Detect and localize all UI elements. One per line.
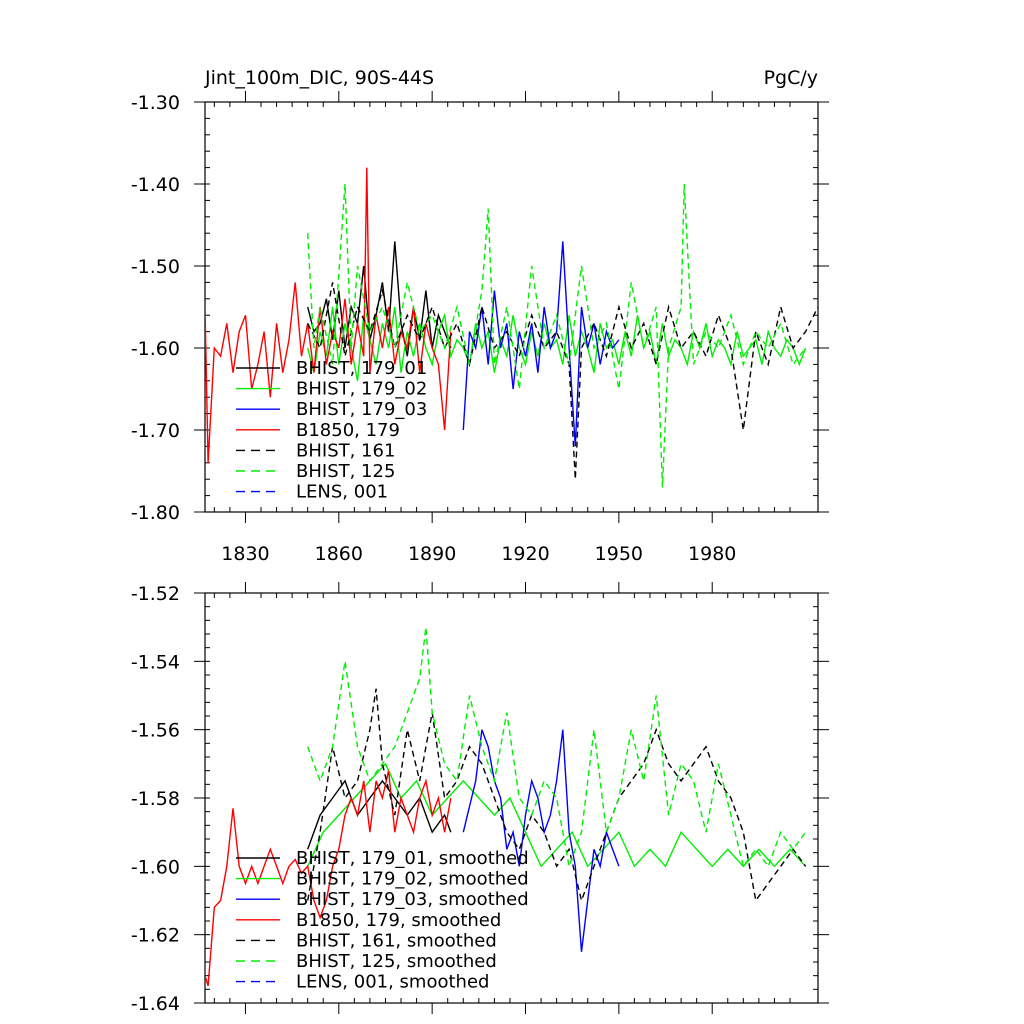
top-x-tick-label: 1890 — [408, 543, 456, 565]
bottom-series-line-5 — [307, 627, 807, 869]
top-legend-label: BHIST, 179_01 — [296, 358, 427, 379]
top-x-tick-label: 1980 — [688, 543, 736, 565]
bottom-series-line-3 — [205, 770, 452, 987]
top-x-tick-label: 1830 — [221, 543, 269, 565]
top-x-tick-label: 1860 — [315, 543, 363, 565]
top-legend-label: BHIST, 125 — [296, 461, 395, 482]
top-y-tick-label: -1.30 — [131, 92, 180, 114]
top-series-line-5 — [307, 183, 807, 488]
top-y-tick-label: -1.50 — [131, 256, 180, 278]
bottom-y-tick-label: -1.58 — [131, 788, 180, 810]
top-legend-label: B1850, 179 — [296, 420, 400, 441]
top-panel: 1830 1860 1890 1920 1950 1980 -1.80 -1.70 -1.60 -… — [131, 91, 829, 565]
top-series-line-3 — [205, 167, 452, 463]
bottom-series-line-4 — [307, 688, 807, 903]
bottom-legend-label: BHIST, 161, smoothed — [296, 930, 497, 951]
top-legend-label: BHIST, 179_02 — [296, 379, 427, 400]
units-label: PgC/y — [764, 67, 818, 89]
bottom-legend-label: BHIST, 125, smoothed — [296, 951, 497, 972]
top-legend-label: LENS, 001 — [296, 482, 388, 503]
bottom-legend-label: B1850, 179, smoothed — [296, 910, 501, 931]
bottom-legend-label: BHIST, 179_02, smoothed — [296, 869, 529, 890]
top-x-tick-label: 1950 — [595, 543, 643, 565]
top-x-tick-label: 1920 — [501, 543, 549, 565]
bottom-y-tick-label: -1.52 — [131, 583, 180, 605]
bottom-y-tick-label: -1.56 — [131, 720, 180, 742]
top-series-line-2 — [462, 241, 620, 447]
bottom-series-line-0 — [307, 779, 452, 850]
top-y-tick-label: -1.70 — [131, 420, 180, 442]
chart-title: Jint_100m_DIC, 90S-44S — [204, 67, 434, 89]
top-series-group — [205, 167, 818, 488]
bottom-series-group — [205, 627, 807, 987]
top-y-tick-label: -1.60 — [131, 338, 180, 360]
top-legend-label: BHIST, 161 — [296, 440, 395, 461]
bottom-panel: -1.64 -1.62 -1.60 -1.58 -1.56 -1.54 -1.52 BHIST… — [131, 582, 829, 1015]
bottom-legend-label: BHIST, 179_03, smoothed — [296, 889, 529, 910]
top-y-tick-label: -1.40 — [131, 174, 180, 196]
bottom-legend-label: LENS, 001, smoothed — [296, 972, 489, 993]
bottom-y-tick-label: -1.54 — [131, 651, 180, 673]
top-y-tick-label: -1.80 — [131, 502, 180, 524]
bottom-y-tick-label: -1.60 — [131, 856, 180, 878]
bottom-series-line-1 — [307, 762, 807, 868]
top-legend-label: BHIST, 179_03 — [296, 399, 427, 420]
bottom-y-tick-label: -1.64 — [131, 993, 180, 1015]
bottom-legend-label: BHIST, 179_01, smoothed — [296, 848, 529, 869]
bottom-y-tick-label: -1.62 — [131, 925, 180, 947]
